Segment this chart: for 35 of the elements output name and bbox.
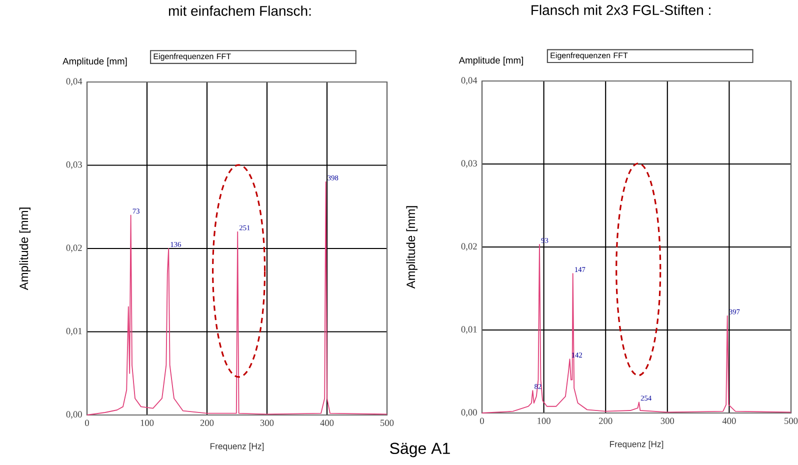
y-tick-label: 0,01 [461, 326, 477, 334]
x-tick-label: 400 [722, 418, 736, 424]
x-tick-label: 200 [200, 420, 214, 426]
line-series [86, 181, 388, 416]
x-tick-label: 500 [784, 418, 798, 424]
chart-subtitle: Eigenfrequenzen FFT [154, 53, 231, 61]
text: Amplitude [mm] [62, 58, 127, 66]
text: Säge A1 [390, 442, 450, 458]
y-axis-title: Amplitude [mm] [406, 206, 418, 289]
y-tick-label: 0,02 [461, 243, 477, 251]
y-axis-title: Amplitude [mm] [19, 208, 30, 290]
x-tick-label: 100 [538, 418, 550, 424]
line-series [482, 244, 792, 414]
x-tick-label: 400 [320, 420, 334, 426]
text: Amplitude [mm] [458, 56, 523, 66]
y-tick-label: 0,01 [66, 328, 82, 336]
y-tick-label: 0,02 [66, 244, 82, 252]
x-tick-label: 0 [85, 420, 89, 426]
x-tick-label: 0 [480, 418, 484, 424]
y-tick-label: 0,04 [461, 77, 478, 85]
y-tick-label: 0,03 [461, 160, 477, 168]
x-tick-label: 500 [380, 420, 394, 426]
x-tick-label: 300 [660, 418, 674, 424]
chart-title: Flansch mit 2x3 FGL-Stiften : [532, 4, 710, 16]
x-tick-label: 200 [599, 418, 612, 424]
y-tick-label: 0,04 [66, 78, 82, 86]
chart-title: mit einfachem Flansch: [168, 6, 311, 16]
x-tick-label: 100 [140, 420, 154, 426]
y-tick-label: 0,00 [66, 411, 82, 419]
y-tick-label: 0,00 [461, 409, 477, 417]
x-axis-title: Frequenz [Hz] [210, 442, 264, 452]
x-tick-label: 300 [260, 420, 274, 426]
chart-subtitle: Eigenfrequenzen FFT [550, 52, 628, 60]
x-axis-title: Frequenz [Hz] [610, 440, 664, 449]
y-tick-label: 0,03 [66, 161, 82, 170]
